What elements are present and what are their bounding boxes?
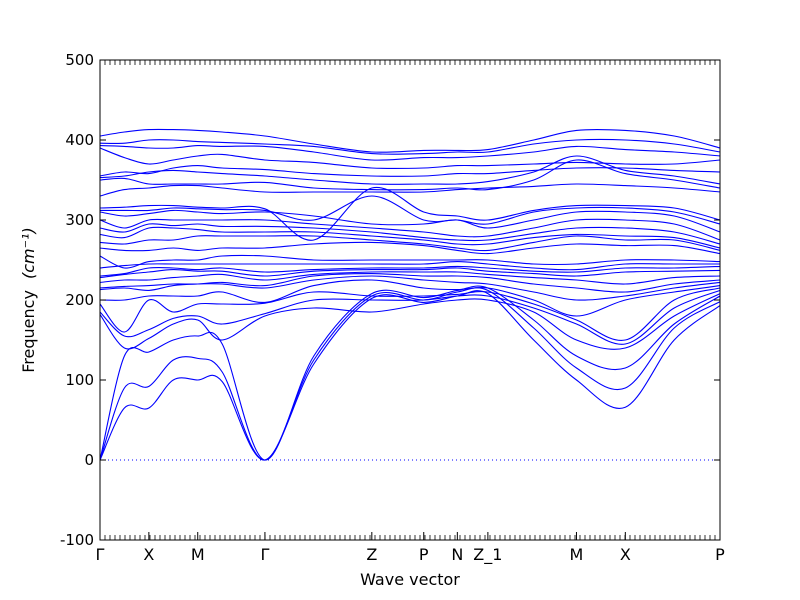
x-tick-label: P — [715, 545, 725, 564]
band-12 — [99, 265, 721, 277]
band-30 — [99, 128, 721, 153]
band-16 — [99, 235, 721, 252]
band-lines — [99, 128, 721, 461]
band-21 — [100, 195, 721, 225]
y-axis-title-text: Frequency — [19, 290, 38, 373]
band-13 — [99, 261, 720, 271]
x-tick-label: Z — [366, 545, 377, 564]
band-2 — [99, 287, 721, 461]
y-axis-title-unit: (cm⁻¹) — [19, 227, 38, 279]
x-tick-label: Z_1 — [473, 545, 502, 565]
band-10 — [99, 271, 721, 285]
band-14 — [99, 254, 721, 269]
y-tick-label: -100 — [60, 531, 94, 549]
x-axis-ticks: Γ X M Γ Z P N Z_1 M X P — [96, 532, 725, 565]
y-axis-title: Frequency (cm⁻¹) — [19, 227, 38, 372]
band-25 — [99, 155, 721, 185]
band-17 — [99, 226, 721, 249]
band-1 — [99, 290, 721, 461]
y-tick-label: 300 — [65, 211, 94, 229]
band-27 — [99, 147, 721, 170]
band-4 — [99, 293, 721, 350]
x-axis-title: Wave vector — [360, 570, 460, 589]
y-axis-ticks: -100 0 100 200 300 400 500 — [60, 51, 720, 549]
x-tick-label: Γ — [260, 545, 269, 564]
x-tick-label: Γ — [96, 545, 105, 564]
minor-ticks — [99, 60, 721, 540]
y-tick-label: 0 — [84, 451, 94, 469]
x-tick-label: X — [620, 545, 631, 564]
band-9 — [99, 273, 721, 293]
x-tick-label: M — [191, 545, 205, 564]
x-tick-label: X — [143, 545, 154, 564]
y-tick-label: 400 — [65, 131, 94, 149]
band-5 — [99, 289, 721, 345]
band-23 — [99, 183, 721, 197]
y-tick-label: 100 — [65, 371, 94, 389]
band-8 — [99, 275, 721, 301]
band-29 — [99, 138, 721, 155]
band-19 — [99, 218, 721, 241]
band-11 — [99, 267, 721, 279]
x-tick-label: N — [451, 545, 463, 564]
band-18 — [99, 223, 721, 245]
band-28 — [99, 144, 721, 161]
y-tick-label: 500 — [65, 51, 94, 69]
band-26 — [99, 165, 721, 177]
band-22 — [99, 186, 721, 241]
band-15 — [99, 241, 721, 255]
x-tick-label: P — [419, 545, 429, 564]
x-tick-label: M — [570, 545, 584, 564]
band-24 — [99, 159, 721, 191]
y-tick-label: 200 — [65, 291, 94, 309]
band-7 — [99, 279, 721, 317]
band-3 — [99, 285, 721, 461]
band-6 — [99, 287, 721, 341]
band-20 — [99, 209, 721, 233]
